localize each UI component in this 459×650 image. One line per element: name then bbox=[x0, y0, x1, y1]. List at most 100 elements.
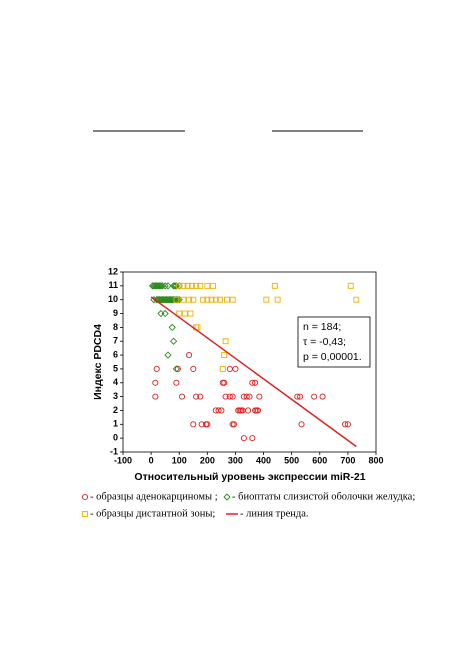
point bbox=[197, 282, 204, 289]
point bbox=[222, 338, 229, 345]
x-tick-label: 500 bbox=[284, 455, 299, 465]
legend-marker bbox=[223, 493, 231, 501]
point bbox=[178, 393, 186, 400]
legend-label: - биоптаты слизистой оболочки желудка; bbox=[232, 491, 415, 502]
point bbox=[204, 421, 211, 428]
point bbox=[190, 421, 197, 428]
point bbox=[212, 296, 219, 303]
point bbox=[252, 379, 259, 386]
point bbox=[169, 282, 178, 290]
point bbox=[158, 282, 166, 290]
legend-marker bbox=[82, 511, 88, 517]
point bbox=[236, 407, 243, 414]
point bbox=[169, 337, 178, 345]
point bbox=[186, 352, 193, 359]
legend-label: - образцы аденокарциномы ; bbox=[90, 491, 218, 502]
point bbox=[204, 282, 211, 289]
point bbox=[173, 296, 180, 303]
point bbox=[229, 296, 236, 303]
point bbox=[219, 365, 226, 372]
point bbox=[176, 282, 183, 289]
y-tick-label: 12 bbox=[108, 266, 118, 276]
point bbox=[164, 282, 172, 290]
y-tick-label: 1 bbox=[113, 419, 118, 429]
point bbox=[232, 365, 239, 372]
point bbox=[226, 393, 233, 400]
y-tick-label: 4 bbox=[113, 377, 118, 387]
point bbox=[155, 282, 164, 290]
point bbox=[180, 296, 187, 303]
point bbox=[240, 435, 247, 442]
point bbox=[245, 407, 252, 414]
point bbox=[249, 435, 256, 442]
point bbox=[210, 282, 216, 289]
point bbox=[174, 365, 181, 372]
point bbox=[172, 365, 181, 373]
point bbox=[187, 310, 194, 317]
point bbox=[311, 393, 318, 400]
legend-label: - линия тренда. bbox=[240, 508, 309, 519]
y-tick-label: 6 bbox=[113, 349, 118, 359]
y-axis-title: Индекс PDCD4 bbox=[92, 324, 104, 400]
point bbox=[204, 296, 211, 303]
point bbox=[152, 379, 159, 386]
x-tick-label: 800 bbox=[368, 455, 383, 465]
point bbox=[193, 393, 200, 400]
point bbox=[263, 296, 270, 303]
point bbox=[197, 393, 204, 400]
point bbox=[190, 296, 197, 303]
point bbox=[152, 393, 159, 400]
y-tick-label: 0 bbox=[113, 433, 118, 443]
point bbox=[174, 296, 182, 304]
point bbox=[246, 393, 253, 400]
y-tick-label: 7 bbox=[113, 336, 118, 346]
point bbox=[224, 296, 230, 303]
point bbox=[294, 393, 301, 400]
y-tick-label: 8 bbox=[113, 322, 118, 332]
point bbox=[319, 393, 326, 400]
point bbox=[221, 379, 228, 386]
point bbox=[353, 296, 360, 303]
point bbox=[164, 351, 172, 359]
point bbox=[342, 421, 349, 428]
annotation-text: n = 184; bbox=[303, 321, 341, 333]
point bbox=[172, 296, 181, 304]
point bbox=[243, 393, 250, 400]
annotation-text: p = 0,00001. bbox=[303, 351, 362, 363]
x-tick-label: 700 bbox=[340, 455, 355, 465]
point bbox=[253, 407, 260, 414]
point bbox=[274, 296, 281, 303]
point bbox=[186, 296, 193, 303]
point bbox=[157, 309, 165, 318]
x-tick-label: 300 bbox=[228, 455, 243, 465]
annotation-box bbox=[297, 316, 371, 368]
point bbox=[217, 296, 223, 303]
point bbox=[161, 282, 169, 290]
plot-frame bbox=[122, 271, 377, 453]
point bbox=[193, 282, 200, 289]
point bbox=[180, 282, 187, 289]
point bbox=[176, 310, 183, 317]
legend-label: - образцы дистантной зоны; bbox=[90, 508, 215, 519]
point bbox=[230, 421, 238, 428]
point bbox=[344, 421, 351, 428]
x-tick-label: 200 bbox=[200, 455, 215, 465]
point bbox=[222, 393, 229, 400]
point bbox=[153, 365, 160, 372]
x-tick-label: 600 bbox=[312, 455, 327, 465]
y-tick-label: 10 bbox=[108, 294, 118, 304]
point bbox=[297, 393, 304, 400]
y-tick-label: 9 bbox=[113, 308, 118, 318]
x-tick-label: -100 bbox=[114, 455, 132, 465]
point bbox=[226, 365, 233, 372]
point bbox=[200, 296, 207, 303]
point bbox=[256, 393, 263, 400]
y-tick-label: 11 bbox=[108, 280, 118, 290]
point bbox=[347, 282, 354, 289]
legend-marker bbox=[81, 493, 89, 501]
y-tick-label: 2 bbox=[113, 405, 118, 415]
point bbox=[161, 309, 169, 318]
trend-line bbox=[150, 296, 357, 448]
point bbox=[190, 365, 197, 372]
point bbox=[221, 352, 228, 359]
